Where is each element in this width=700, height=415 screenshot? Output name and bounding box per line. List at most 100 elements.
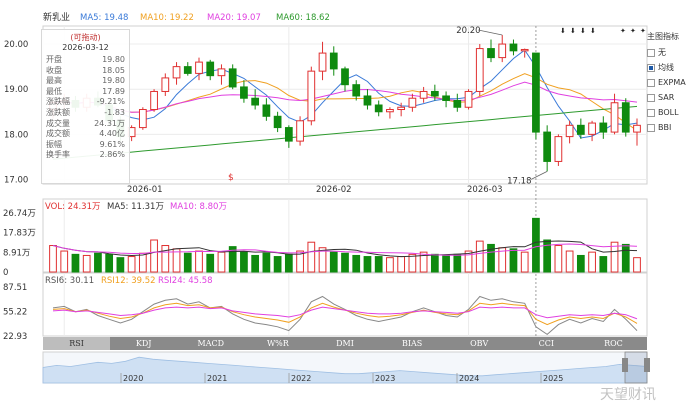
indicator-checkbox[interactable]	[647, 108, 655, 117]
candle[interactable]	[464, 89, 473, 110]
volume-bar	[82, 254, 91, 273]
event-marker-icon[interactable]: ✦	[640, 27, 646, 35]
candle[interactable]	[161, 73, 170, 96]
date-axis-label: 2026-01	[127, 185, 163, 195]
candle[interactable]	[296, 116, 304, 146]
candle[interactable]	[576, 118, 585, 139]
timeline-area	[42, 356, 648, 384]
candle[interactable]	[195, 57, 203, 81]
candle[interactable]	[532, 52, 540, 140]
candle[interactable]	[430, 84, 439, 101]
tab-bias[interactable]: BIAS	[401, 339, 423, 348]
indicator-option[interactable]: BBI	[647, 120, 700, 135]
candle[interactable]	[610, 93, 619, 135]
timeline-brush[interactable]	[624, 351, 648, 384]
volume-bar	[105, 253, 114, 273]
candle[interactable]	[341, 66, 349, 92]
volume-bar	[610, 241, 619, 273]
candle[interactable]	[262, 98, 271, 121]
indicator-option[interactable]: 均线	[647, 60, 700, 75]
event-marker-icon[interactable]: ⬇	[580, 27, 586, 35]
candle[interactable]	[633, 118, 641, 146]
date-axis-label: 2026-03	[467, 185, 503, 195]
tab-cci[interactable]: CCI	[538, 339, 555, 348]
indicator-checkbox[interactable]	[647, 48, 655, 57]
candle[interactable]	[183, 62, 192, 76]
candle[interactable]	[397, 102, 406, 117]
tab-macd[interactable]: MACD	[197, 339, 225, 348]
candle[interactable]	[453, 93, 462, 112]
timeline-brush-left-handle[interactable]	[622, 358, 628, 372]
tab-obv[interactable]: OBV	[470, 339, 489, 348]
event-marker-icon[interactable]: ✦	[620, 27, 626, 35]
tooltip-row: 成交额 4.40亿	[42, 129, 129, 140]
candle[interactable]	[251, 89, 260, 110]
candle[interactable]	[217, 64, 226, 85]
candle[interactable]	[352, 80, 361, 101]
tab-dmi[interactable]: DMI	[336, 339, 354, 348]
candle[interactable]	[318, 41, 327, 81]
candle[interactable]	[588, 120, 596, 142]
candle[interactable]	[621, 98, 630, 137]
candle[interactable]	[206, 59, 215, 81]
volume-bar	[138, 252, 147, 273]
low-annotation: 17.18	[507, 176, 531, 186]
candle[interactable]	[599, 116, 608, 139]
tab-kdj[interactable]: KDJ	[135, 339, 152, 348]
volume-bar	[565, 250, 574, 273]
indicator-checkbox[interactable]	[647, 78, 655, 87]
timeline-brush-right-handle[interactable]	[644, 358, 650, 372]
candle[interactable]	[386, 107, 394, 119]
indicator-option[interactable]: EXPMA	[647, 75, 700, 90]
candle[interactable]	[329, 46, 338, 76]
event-marker-icon[interactable]: ⬇	[590, 27, 596, 35]
event-marker-icon[interactable]: ✦	[630, 27, 636, 35]
indicator-checkbox[interactable]	[647, 93, 655, 102]
event-marker-icon[interactable]: ⬇	[570, 27, 576, 35]
candle[interactable]	[419, 86, 428, 103]
candle[interactable]	[307, 66, 316, 126]
candle[interactable]	[509, 39, 518, 56]
candle[interactable]	[363, 89, 372, 110]
volume-bar	[127, 256, 136, 273]
indicator-option[interactable]: SAR	[647, 90, 700, 105]
candle[interactable]	[150, 89, 158, 112]
rsi24-line	[52, 306, 638, 320]
volume-bar	[161, 245, 170, 273]
candle[interactable]	[228, 64, 237, 90]
indicator-checkbox[interactable]	[647, 63, 655, 72]
tab-wpctr[interactable]: W%R	[266, 339, 289, 348]
candle[interactable]	[520, 48, 529, 58]
candle[interactable]	[442, 91, 450, 108]
indicator-panel: 主图指标 无均线 EXPMA SAR BOLL BBI	[647, 31, 700, 135]
tab-roc[interactable]: ROC	[604, 339, 623, 348]
candle[interactable]	[284, 125, 293, 148]
candle[interactable]	[498, 35, 507, 63]
candle[interactable]	[138, 107, 147, 130]
candle[interactable]	[240, 80, 248, 103]
event-marker-icon[interactable]: ⬇	[560, 27, 566, 35]
indicator-option[interactable]: BOLL	[647, 105, 700, 120]
volume-bar	[60, 250, 69, 273]
indicator-tabs: RSI KDJ MACD W%R DMI BIAS OBV CCI ROC	[43, 337, 647, 350]
tooltip-row-label: 换手率	[46, 150, 70, 160]
candle[interactable]	[554, 134, 563, 166]
tooltip-panel[interactable]: (可拖动) 2026-03-12 开盘 19.80 收盘 18.05 最高 19.80 最低…	[41, 29, 130, 184]
candle[interactable]	[273, 111, 282, 133]
indicator-checkbox[interactable]	[647, 123, 655, 132]
candle[interactable]	[487, 39, 495, 63]
indicator-option-label: 均线	[658, 63, 674, 72]
volume-bar	[341, 252, 349, 273]
candle[interactable]	[374, 100, 383, 117]
indicator-option[interactable]: 无	[647, 45, 700, 60]
event-marker-icon[interactable]: $	[228, 173, 234, 183]
tab-rsi[interactable]: RSI	[43, 337, 111, 350]
candle[interactable]	[565, 120, 574, 144]
candle[interactable]	[543, 125, 552, 172]
tooltip-row-label: 收盘	[46, 65, 62, 75]
candle[interactable]	[172, 62, 181, 85]
candle[interactable]	[408, 93, 417, 112]
candle[interactable]	[475, 44, 484, 96]
volume-bar	[397, 256, 406, 273]
volume-bar	[352, 254, 361, 273]
